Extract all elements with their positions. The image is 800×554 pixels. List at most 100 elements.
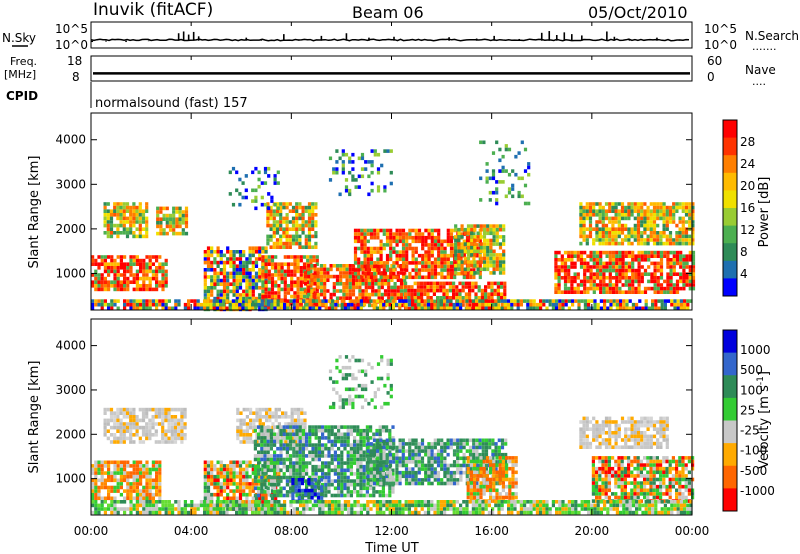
heat-cell: [275, 202, 280, 206]
heat-cell: [493, 281, 497, 286]
heat-cell: [643, 227, 647, 231]
heat-cell: [579, 227, 583, 231]
heat-cell: [151, 276, 155, 281]
y-tick-label: 4000: [55, 133, 86, 147]
heat-cell: [398, 264, 402, 269]
heat-cell: [277, 503, 281, 508]
heat-cell: [662, 227, 666, 231]
heat-cell: [672, 241, 676, 246]
heat-cell: [620, 205, 625, 210]
heat-cell: [486, 227, 490, 232]
heat-cell: [289, 432, 293, 437]
heat-cell: [288, 209, 292, 213]
heat-cell: [679, 276, 683, 280]
heat-cell: [335, 300, 340, 304]
heat-cell: [267, 166, 271, 171]
heat-cell: [164, 436, 168, 441]
heat-cell: [210, 246, 214, 250]
heat-cell: [180, 411, 184, 415]
heat-cell: [454, 253, 458, 257]
heat-cell: [295, 216, 299, 221]
heat-cell: [113, 464, 117, 468]
heat-cell: [420, 285, 424, 289]
heat-cell: [640, 279, 644, 284]
heat-cell: [351, 167, 355, 171]
heat-cell: [346, 439, 350, 444]
heat-cell: [504, 147, 508, 152]
heat-cell: [377, 278, 381, 282]
heat-cell: [327, 468, 331, 473]
heat-cell: [650, 254, 654, 258]
heat-cell: [404, 296, 408, 300]
heat-cell: [148, 489, 152, 493]
heat-cell: [148, 280, 152, 284]
heat-cell: [482, 238, 487, 243]
heat-cell: [157, 422, 162, 426]
heat-cell: [333, 457, 337, 462]
heat-cell: [598, 209, 602, 213]
heat-cell: [270, 306, 274, 311]
heat-cell: [298, 227, 302, 231]
heat-cell: [116, 234, 120, 239]
heat-cell: [327, 486, 331, 491]
heat-cell: [500, 285, 504, 289]
heat-cell: [305, 306, 309, 311]
heat-cell: [269, 457, 273, 462]
heat-cell: [426, 285, 430, 289]
heat-cell: [119, 478, 123, 483]
heat-cell: [510, 299, 514, 303]
heat-cell: [367, 192, 371, 197]
heat-cell: [277, 291, 281, 295]
heat-cell: [335, 264, 340, 268]
heat-cell: [264, 269, 268, 274]
heat-cell: [155, 287, 159, 292]
heat-cell: [253, 464, 257, 469]
heat-cell: [282, 464, 286, 469]
heat-cell: [239, 433, 243, 437]
heat-cell: [145, 234, 149, 239]
heat-cell: [341, 149, 345, 153]
heat-cell: [672, 286, 676, 291]
heat-cell: [615, 286, 619, 291]
heat-cell: [103, 276, 107, 281]
heat-cell: [405, 235, 409, 240]
heat-cell: [157, 407, 162, 412]
heat-cell: [343, 436, 347, 440]
heat-cell: [245, 440, 249, 444]
heat-cell: [126, 262, 130, 266]
heat-cell: [618, 286, 622, 291]
heat-cell: [395, 232, 399, 236]
heat-cell: [399, 278, 404, 282]
heat-cell: [258, 296, 262, 301]
heat-cell: [657, 299, 661, 303]
heat-cell: [675, 241, 679, 246]
heat-cell: [213, 492, 217, 497]
heat-cell: [168, 217, 173, 221]
heat-cell: [261, 503, 265, 508]
heat-cell: [507, 187, 512, 191]
heat-cell: [213, 275, 217, 279]
heat-cell: [295, 428, 299, 433]
heat-cell: [91, 273, 95, 277]
heat-cell: [206, 246, 211, 250]
heat-cell: [588, 202, 593, 206]
heat-cell: [242, 296, 246, 301]
heat-cell: [129, 415, 133, 419]
heat-cell: [253, 439, 257, 444]
heat-cell: [275, 209, 280, 213]
heat-cell: [495, 190, 499, 195]
heat-cell: [286, 302, 290, 307]
heat-cell: [324, 493, 328, 498]
heat-cell: [576, 250, 580, 255]
heat-cell: [340, 461, 344, 465]
heat-cell: [226, 278, 230, 283]
heat-cell: [267, 305, 271, 310]
heat-cell: [624, 272, 628, 276]
heat-cell: [460, 253, 464, 257]
heat-cell: [273, 454, 277, 458]
heat-cell: [617, 216, 621, 221]
heat-cell: [167, 306, 171, 311]
heat-cell: [675, 238, 679, 242]
heat-cell: [267, 258, 271, 263]
heat-cell: [299, 280, 303, 284]
